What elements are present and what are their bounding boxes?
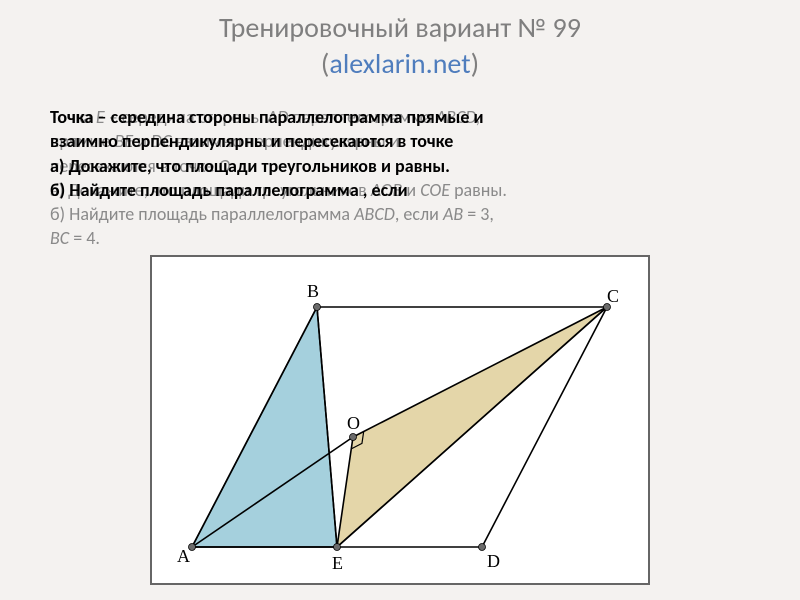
svg-text:D: D — [487, 551, 500, 571]
svg-text:B: B — [307, 281, 319, 301]
svg-text:E: E — [332, 553, 343, 573]
title-link[interactable]: alexlarin.net — [329, 46, 470, 81]
geometry-svg: A B C D E O — [152, 257, 648, 583]
svg-text:C: C — [607, 286, 619, 306]
svg-text:O: O — [347, 413, 360, 433]
svg-text:A: A — [177, 546, 190, 566]
geometry-figure: A B C D E O — [150, 255, 650, 585]
slide-title: Тренировочный вариант № 99 (alexlarin.ne… — [0, 0, 800, 83]
front-layer: Точка – середина стороны параллелограмма… — [50, 105, 750, 202]
title-line1: Тренировочный вариант № 99 — [219, 10, 581, 45]
